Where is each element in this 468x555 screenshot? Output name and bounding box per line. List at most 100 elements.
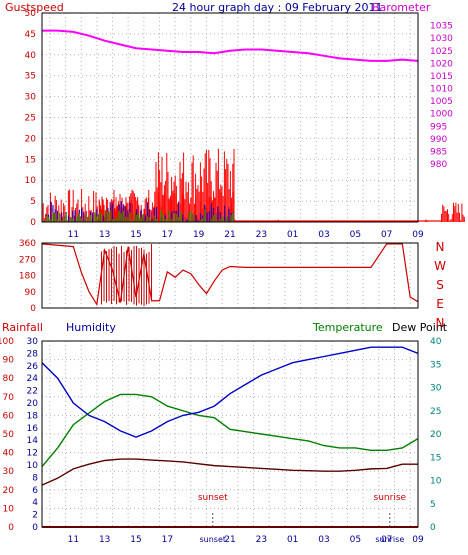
direction-tick-label: 90	[25, 288, 37, 298]
x-tick-label: 11	[68, 230, 79, 240]
barometer-tick-label: 995	[430, 122, 447, 132]
chart-title: 24 hour graph day : 09 February 2011	[172, 1, 383, 14]
humidity-tick-label: 4	[32, 498, 38, 508]
humidity-line	[41, 346, 419, 438]
rain-tick-label: 90	[3, 356, 15, 366]
annotation-sunset: sunset	[198, 493, 228, 503]
compass-label: N	[436, 316, 445, 330]
temperature-line	[41, 393, 419, 468]
barometer-tick-label: 980	[430, 160, 447, 170]
rain-tick-label: 30	[3, 467, 15, 477]
humidity-tick-label: 18	[27, 411, 39, 421]
dewpoint-line	[41, 458, 418, 486]
gust-tick-label: 40	[25, 51, 37, 61]
barometer-tick-label: 1020	[430, 59, 453, 69]
gust-barometer-frame	[41, 12, 419, 223]
humidity-tick-label: 30	[27, 337, 39, 347]
barometer-tick-label: 1015	[430, 72, 453, 82]
gust-tick-label: 30	[25, 93, 37, 103]
barometer-tick-label: 985	[430, 147, 447, 157]
humidity-tick-label: 24	[27, 374, 39, 384]
x-tick-label: 23	[256, 230, 267, 240]
barometer-line	[42, 29, 419, 62]
rain-tick-label: 50	[3, 430, 15, 440]
compass-label: S	[436, 278, 444, 292]
humidity-tick-label: 14	[27, 436, 39, 446]
barometer-tick-label: 1000	[430, 110, 453, 120]
barometer-label: Barometer	[372, 1, 431, 14]
gust-tick-label: 45	[25, 30, 36, 40]
x-tick-label: 23	[256, 535, 267, 545]
barometer-tick-label: 1035	[430, 22, 453, 32]
direction-plot-bg	[42, 243, 418, 308]
rain-tick-label: 40	[3, 449, 15, 459]
gust-tick-label: 20	[25, 134, 37, 144]
rain-tick-label: 80	[3, 374, 15, 384]
x-tick-label: 03	[318, 535, 329, 545]
gust-tick-label: 50	[25, 9, 37, 19]
x-tick-label: 09	[412, 230, 424, 240]
humidity-tick-label: 16	[27, 424, 39, 434]
direction-tick-label: 270	[19, 255, 36, 265]
compass-label: E	[436, 297, 444, 311]
gust-tick-label: 15	[25, 155, 36, 165]
gust-tick-label: 35	[25, 72, 36, 82]
barometer-tick-label: 1005	[430, 97, 453, 107]
x-tick-label: 19	[193, 230, 205, 240]
annotation-sunrise: sunrise	[374, 493, 407, 503]
temperature-label: Temperature	[312, 321, 383, 334]
gust-tick-label: 10	[25, 176, 37, 186]
barometer-tick-label: 1030	[430, 34, 453, 44]
temperature-tick-label: 40	[430, 337, 442, 347]
direction-frame	[41, 242, 419, 309]
humidity-tick-label: 8	[32, 473, 38, 483]
humidity-tick-label: 6	[32, 486, 38, 496]
direction-tick-label: 360	[19, 239, 36, 249]
rainfall-label: Rainfall	[2, 321, 43, 334]
rain-tick-label: 20	[3, 486, 15, 496]
gustspeed-label: Gustspeed	[5, 1, 64, 14]
direction-tick-label: 180	[19, 272, 36, 282]
humidity-tick-label: 26	[27, 362, 39, 372]
humidity-label: Humidity	[66, 321, 116, 334]
barometer-tick-label: 1025	[430, 47, 453, 57]
humidity-tick-label: 2	[32, 511, 38, 521]
x-tick-label: 01	[287, 535, 298, 545]
temperature-tick-label: 35	[430, 360, 441, 370]
humidity-tick-label: 28	[27, 349, 39, 359]
x-tick-label: 15	[130, 230, 141, 240]
x-tick-label: 21	[224, 535, 235, 545]
x-tick-label: 01	[287, 230, 298, 240]
x-tick-label: 13	[99, 230, 110, 240]
compass-label: N	[436, 240, 445, 254]
x-tick-label: 03	[318, 230, 329, 240]
x-tick-label: 15	[130, 535, 141, 545]
x-tick-label: 07	[381, 230, 392, 240]
humidity-tick-label: 0	[32, 523, 38, 533]
temperature-tick-label: 30	[430, 384, 442, 394]
temperature-tick-label: 10	[430, 477, 442, 487]
x-tick-label: 13	[99, 535, 110, 545]
temperature-tick-label: 5	[430, 500, 436, 510]
weather-frame	[41, 340, 419, 528]
temperature-tick-label: 20	[430, 430, 442, 440]
dewpoint-label: Dew Point	[392, 321, 448, 334]
gust-tick-label: 5	[30, 197, 36, 207]
barometer-tick-label: 990	[430, 135, 447, 145]
x-tick-label: 21	[224, 230, 235, 240]
x-tick-label: 05	[350, 230, 361, 240]
barometer-tick-label: 1010	[430, 85, 453, 95]
temperature-tick-label: 0	[430, 523, 436, 533]
rain-tick-label: 100	[0, 337, 14, 347]
x-tick-label: 11	[68, 535, 79, 545]
x-tick-label: 17	[162, 535, 173, 545]
direction-line	[41, 243, 419, 307]
humidity-tick-label: 22	[27, 387, 38, 397]
humidity-tick-label: 12	[27, 449, 38, 459]
direction-tick-label: 0	[30, 304, 36, 314]
x-tick-label: 09	[412, 535, 424, 545]
rain-tick-label: 60	[3, 411, 15, 421]
temperature-tick-label: 15	[430, 453, 441, 463]
